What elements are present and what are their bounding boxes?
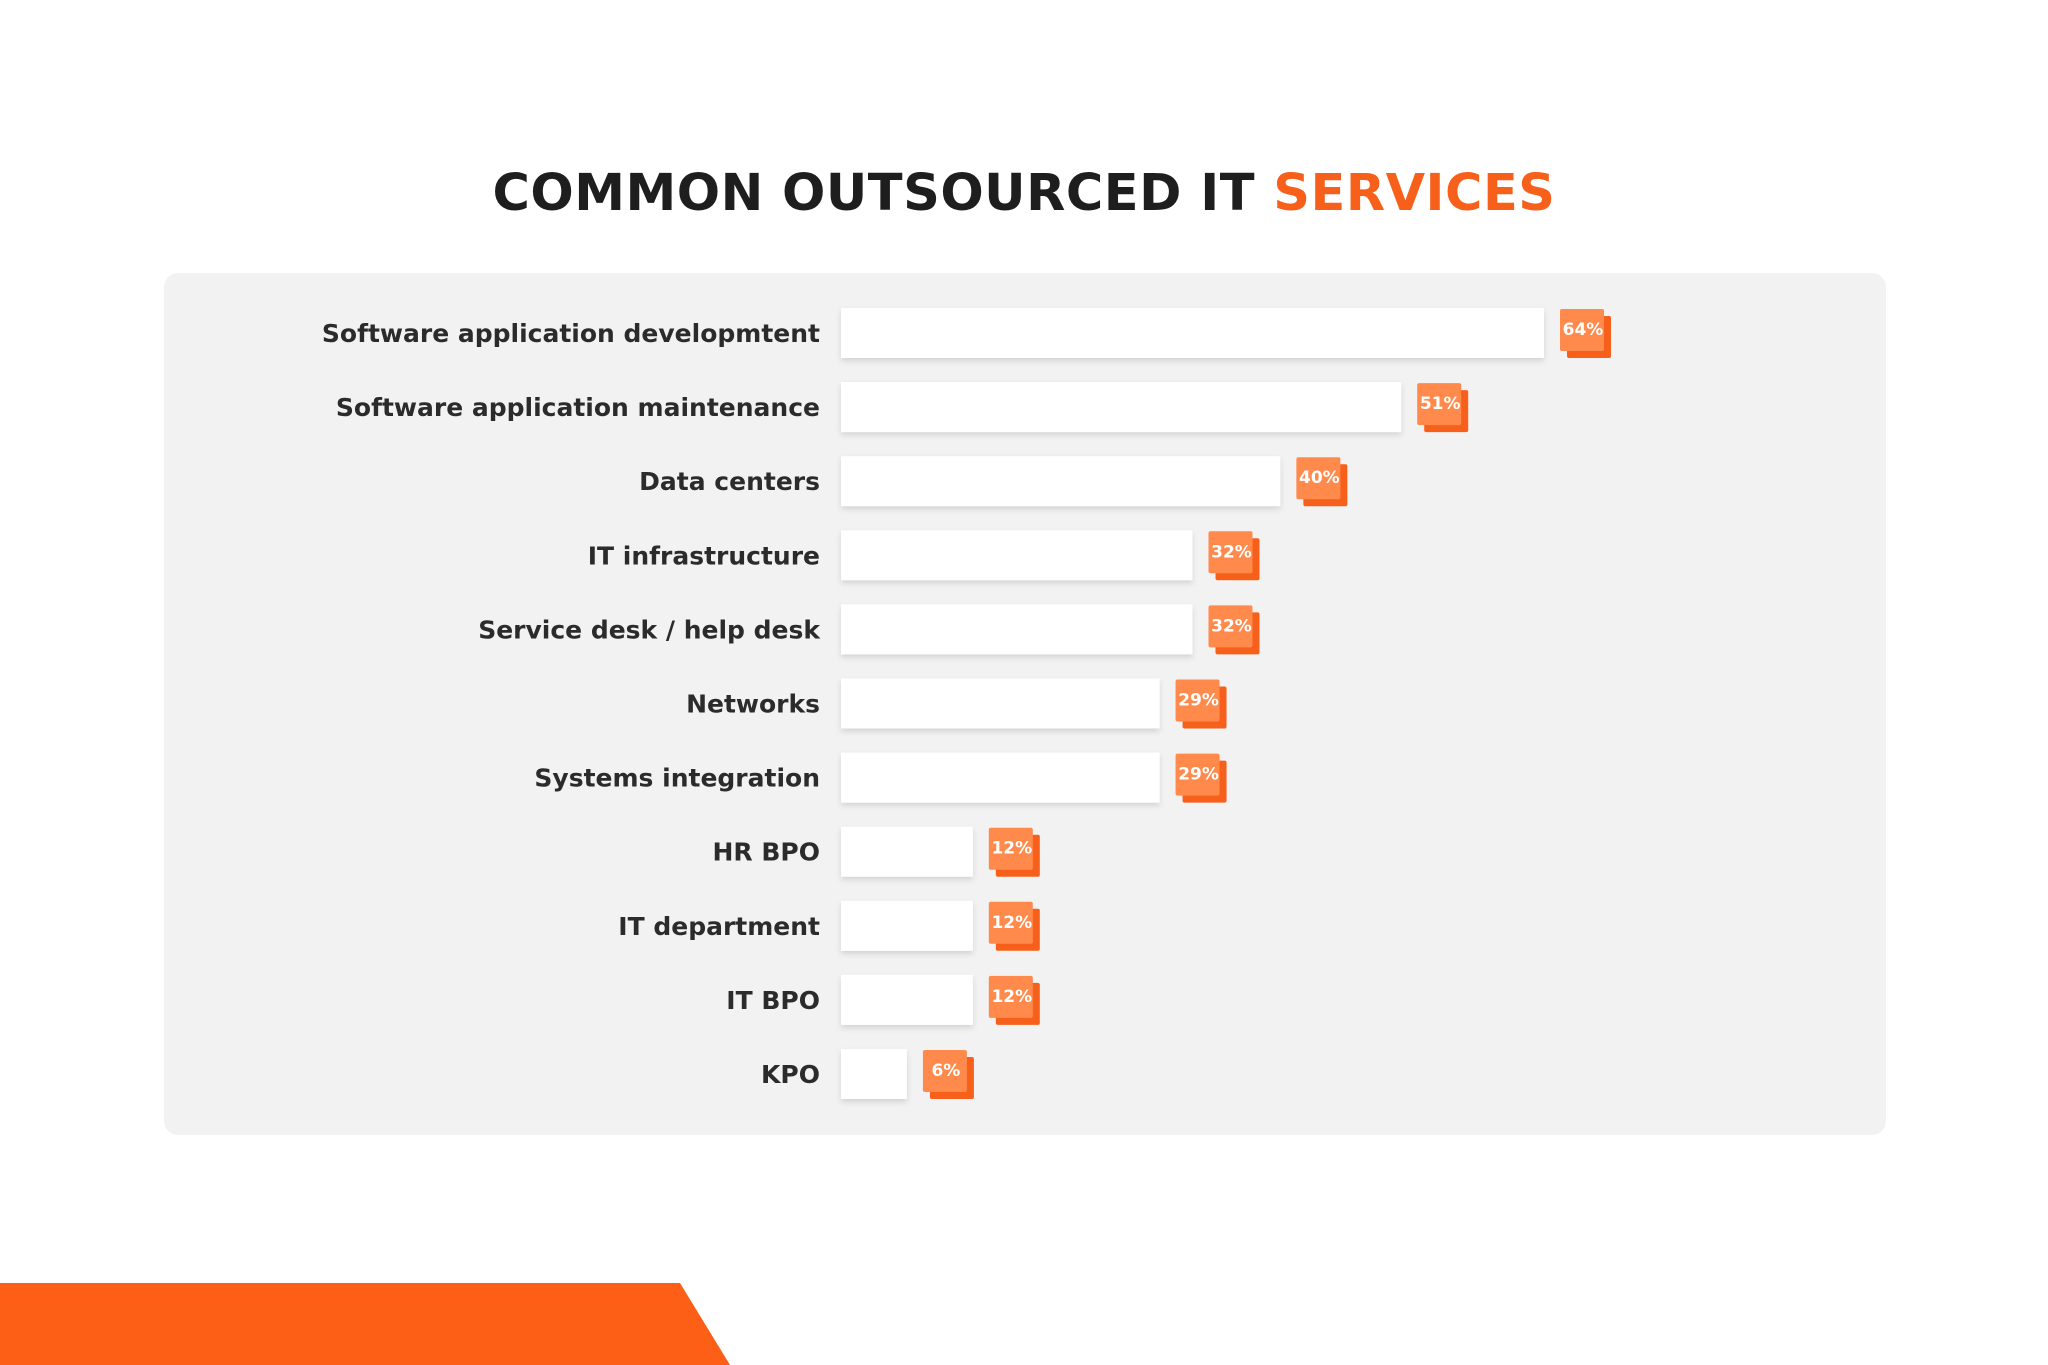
value-label: 40% bbox=[1299, 468, 1340, 488]
chart-title: COMMON OUTSOURCED IT SERVICES bbox=[0, 158, 2048, 230]
footer-accent-shape bbox=[0, 1283, 730, 1365]
bar-row: Systems integration 29% bbox=[534, 752, 1227, 803]
bar bbox=[841, 752, 1160, 803]
category-label: Software application maintenance bbox=[336, 393, 820, 422]
title-accent: SERVICES bbox=[1273, 164, 1556, 223]
category-label: KPO bbox=[761, 1060, 820, 1089]
bar bbox=[841, 604, 1193, 655]
value-badge bbox=[1208, 531, 1253, 574]
value-label: 29% bbox=[1178, 691, 1219, 711]
value-label: 12% bbox=[991, 913, 1032, 933]
bar-row: Data centers 40% bbox=[639, 456, 1348, 507]
bar bbox=[841, 530, 1193, 581]
bar bbox=[841, 456, 1281, 507]
value-label: 51% bbox=[1420, 394, 1461, 414]
category-label: Software application developmtent bbox=[322, 319, 820, 348]
footer-accent-polygon bbox=[0, 1283, 730, 1365]
category-label: Data centers bbox=[639, 467, 820, 496]
bar bbox=[841, 382, 1402, 433]
value-label: 12% bbox=[991, 839, 1032, 859]
value-label: 32% bbox=[1211, 542, 1252, 562]
value-label: 6% bbox=[931, 1061, 960, 1081]
bar-row: IT department 12% bbox=[618, 900, 1040, 951]
bar bbox=[841, 678, 1160, 729]
bar bbox=[841, 974, 973, 1025]
bar-row: HR BPO 12% bbox=[712, 826, 1040, 877]
bar bbox=[841, 826, 973, 877]
category-label: IT BPO bbox=[726, 986, 820, 1015]
category-label: IT infrastructure bbox=[588, 541, 820, 570]
value-label: 32% bbox=[1211, 616, 1252, 636]
value-badge bbox=[988, 827, 1033, 870]
bar-row: IT infrastructure 32% bbox=[588, 530, 1260, 581]
bars-layer: Software application developmtent 64%Soft… bbox=[322, 308, 1611, 1099]
value-badge bbox=[988, 975, 1033, 1018]
bar bbox=[841, 900, 973, 951]
bar-row: Software application maintenance 51% bbox=[336, 382, 1469, 433]
category-label: Service desk / help desk bbox=[478, 615, 821, 644]
bar bbox=[841, 1049, 907, 1099]
category-label: HR BPO bbox=[712, 838, 820, 867]
bar-row: Networks 29% bbox=[686, 678, 1227, 729]
bar-row: Service desk / help desk 32% bbox=[478, 604, 1260, 655]
category-label: Systems integration bbox=[534, 764, 820, 793]
value-badge bbox=[1296, 457, 1341, 500]
value-badge bbox=[922, 1050, 967, 1092]
category-label: IT department bbox=[618, 912, 820, 941]
value-badge bbox=[1175, 679, 1220, 722]
value-badge bbox=[1175, 753, 1220, 796]
value-badge bbox=[988, 901, 1033, 944]
value-label: 64% bbox=[1563, 320, 1604, 340]
title-main: COMMON OUTSOURCED IT bbox=[492, 164, 1255, 223]
value-label: 29% bbox=[1178, 765, 1219, 785]
bar-row: Software application developmtent 64% bbox=[322, 308, 1611, 358]
value-badge bbox=[1560, 309, 1604, 351]
value-badge bbox=[1417, 383, 1462, 426]
value-label: 12% bbox=[991, 987, 1032, 1007]
value-badge bbox=[1208, 605, 1253, 648]
bar-row: IT BPO 12% bbox=[726, 974, 1040, 1025]
bar-row: KPO 6% bbox=[761, 1049, 974, 1099]
category-label: Networks bbox=[686, 690, 820, 719]
bar bbox=[841, 308, 1544, 358]
